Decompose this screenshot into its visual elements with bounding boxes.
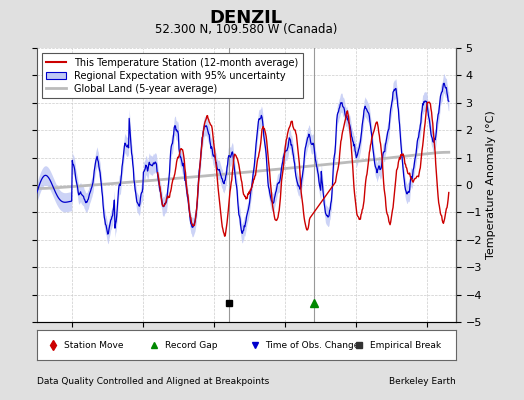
Text: Station Move: Station Move — [64, 340, 124, 350]
Y-axis label: Temperature Anomaly (°C): Temperature Anomaly (°C) — [486, 111, 496, 259]
Text: Data Quality Controlled and Aligned at Breakpoints: Data Quality Controlled and Aligned at B… — [37, 378, 269, 386]
Text: DENZIL: DENZIL — [210, 9, 283, 27]
Legend: This Temperature Station (12-month average), Regional Expectation with 95% uncer: This Temperature Station (12-month avera… — [41, 53, 303, 98]
Text: 52.300 N, 109.580 W (Canada): 52.300 N, 109.580 W (Canada) — [155, 24, 337, 36]
Text: Berkeley Earth: Berkeley Earth — [389, 378, 456, 386]
Text: Time of Obs. Change: Time of Obs. Change — [265, 340, 359, 350]
Text: Empirical Break: Empirical Break — [370, 340, 441, 350]
Text: Record Gap: Record Gap — [165, 340, 217, 350]
